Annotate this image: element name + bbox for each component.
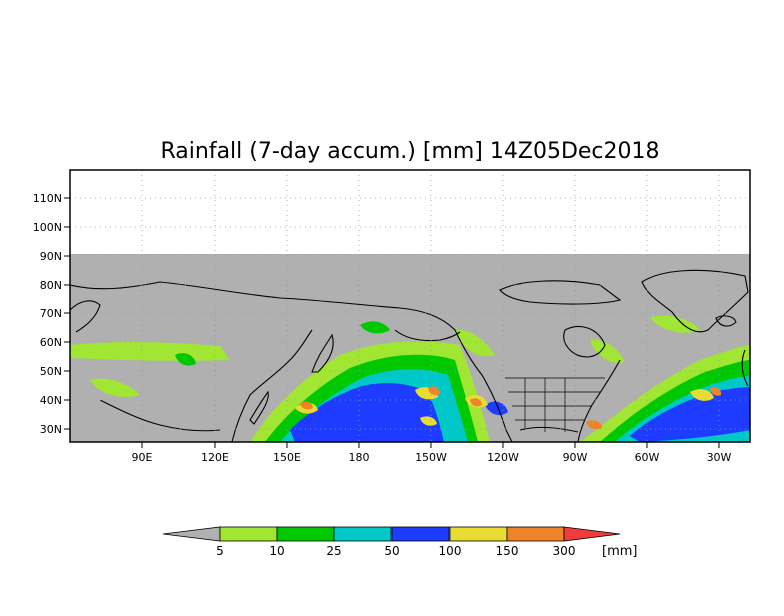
colorbar: 5 10 25 50 100 150 300 [mm] bbox=[162, 526, 637, 559]
lon-label: 120E bbox=[201, 451, 229, 464]
rain-contour-100 bbox=[690, 389, 714, 401]
lat-label: 100N bbox=[33, 221, 62, 234]
rain-contour-5 bbox=[590, 339, 625, 363]
lat-label: 90N bbox=[40, 250, 62, 263]
colorbar-tick-label: 50 bbox=[384, 544, 399, 558]
map-contents bbox=[70, 170, 750, 442]
lon-label: 60W bbox=[635, 451, 660, 464]
map-panel: 110N 100N 90N 80N 70N 60N 50N 40N 30N 90E 120E 150… bbox=[33, 169, 751, 464]
lon-label: 90E bbox=[132, 451, 153, 464]
colorbar-under-triangle bbox=[162, 526, 221, 542]
colorbar-tick-label: 25 bbox=[326, 544, 341, 558]
colorbar-cell bbox=[506, 526, 565, 542]
lat-label: 40N bbox=[40, 394, 62, 407]
lon-label: 30W bbox=[707, 451, 732, 464]
chart-title: Rainfall (7-day accum.) [mm] 14Z05Dec201… bbox=[160, 139, 659, 164]
rain-contour-10 bbox=[360, 321, 390, 334]
colorbar-tick-label: 100 bbox=[439, 544, 462, 558]
rain-contour-10 bbox=[175, 353, 196, 366]
colorbar-tick-label: 150 bbox=[496, 544, 519, 558]
rain-contour-150 bbox=[470, 398, 482, 407]
colorbar-cell bbox=[219, 526, 278, 542]
colorbar-cell bbox=[391, 526, 450, 542]
colorbar-tick-label: 300 bbox=[553, 544, 576, 558]
greenland-coast bbox=[641, 269, 749, 333]
coastlines bbox=[70, 269, 749, 442]
europe-west-coast bbox=[741, 349, 749, 387]
alaska-south-coast bbox=[394, 329, 461, 342]
map-frame bbox=[69, 169, 751, 443]
lon-label: 150E bbox=[273, 451, 301, 464]
kamchatka-coast bbox=[311, 333, 334, 373]
lat-label: 80N bbox=[40, 279, 62, 292]
scandinavia-coast bbox=[70, 300, 101, 333]
us-state-borders bbox=[505, 377, 605, 432]
gridlines bbox=[70, 170, 750, 442]
lat-label: 50N bbox=[40, 365, 62, 378]
lat-label: 60N bbox=[40, 336, 62, 349]
state-lines-vertical bbox=[524, 378, 566, 432]
colorbar-tick-label: 10 bbox=[269, 544, 284, 558]
rain-contour-5 bbox=[455, 329, 495, 357]
lon-label: 90W bbox=[563, 451, 588, 464]
asia-border bbox=[99, 399, 221, 432]
colorbar-cells bbox=[219, 526, 621, 542]
lat-label: 110N bbox=[33, 192, 62, 205]
latitude-labels: 110N 100N 90N 80N 70N 60N 50N 40N 30N bbox=[33, 192, 70, 436]
rain-contour-150 bbox=[586, 420, 602, 430]
colorbar-tick-labels: 5 10 25 50 100 150 300 bbox=[216, 544, 575, 558]
lat-label: 30N bbox=[40, 423, 62, 436]
lat-label: 70N bbox=[40, 307, 62, 320]
rain-contour-100 bbox=[420, 416, 437, 426]
eurasia-arctic-coast bbox=[70, 281, 401, 309]
hudson-bay-coast bbox=[563, 326, 606, 358]
state-lines-horizontal bbox=[505, 377, 605, 421]
iceland-coast bbox=[715, 315, 737, 327]
colorbar-unit: [mm] bbox=[602, 544, 637, 559]
lon-label: 180 bbox=[349, 451, 370, 464]
rainfall-shading bbox=[70, 315, 750, 442]
colorbar-cell bbox=[333, 526, 392, 542]
us-east-coast bbox=[577, 359, 621, 442]
rain-contour-50 bbox=[290, 383, 444, 442]
lon-label: 120W bbox=[487, 451, 519, 464]
asia-east-coast bbox=[231, 329, 313, 442]
rain-contour-150 bbox=[710, 386, 722, 396]
colorbar-cell bbox=[276, 526, 335, 542]
north-america-west-coast bbox=[399, 307, 513, 442]
rain-contour-150 bbox=[428, 386, 440, 396]
japan-coast bbox=[249, 390, 269, 425]
rain-contour-50 bbox=[630, 387, 750, 442]
arctic-archipelago bbox=[499, 280, 622, 305]
rain-contour-5 bbox=[90, 378, 140, 397]
colorbar-over-triangle bbox=[563, 526, 621, 542]
colorbar-cell bbox=[449, 526, 508, 542]
lon-label: 150W bbox=[415, 451, 447, 464]
rain-contour-150 bbox=[300, 401, 313, 410]
rain-contour-50 bbox=[485, 401, 508, 416]
colorbar-tick-label: 5 bbox=[216, 544, 224, 558]
longitude-labels: 90E 120E 150E 180 150W 120W 90W 60W 30W bbox=[132, 442, 732, 464]
